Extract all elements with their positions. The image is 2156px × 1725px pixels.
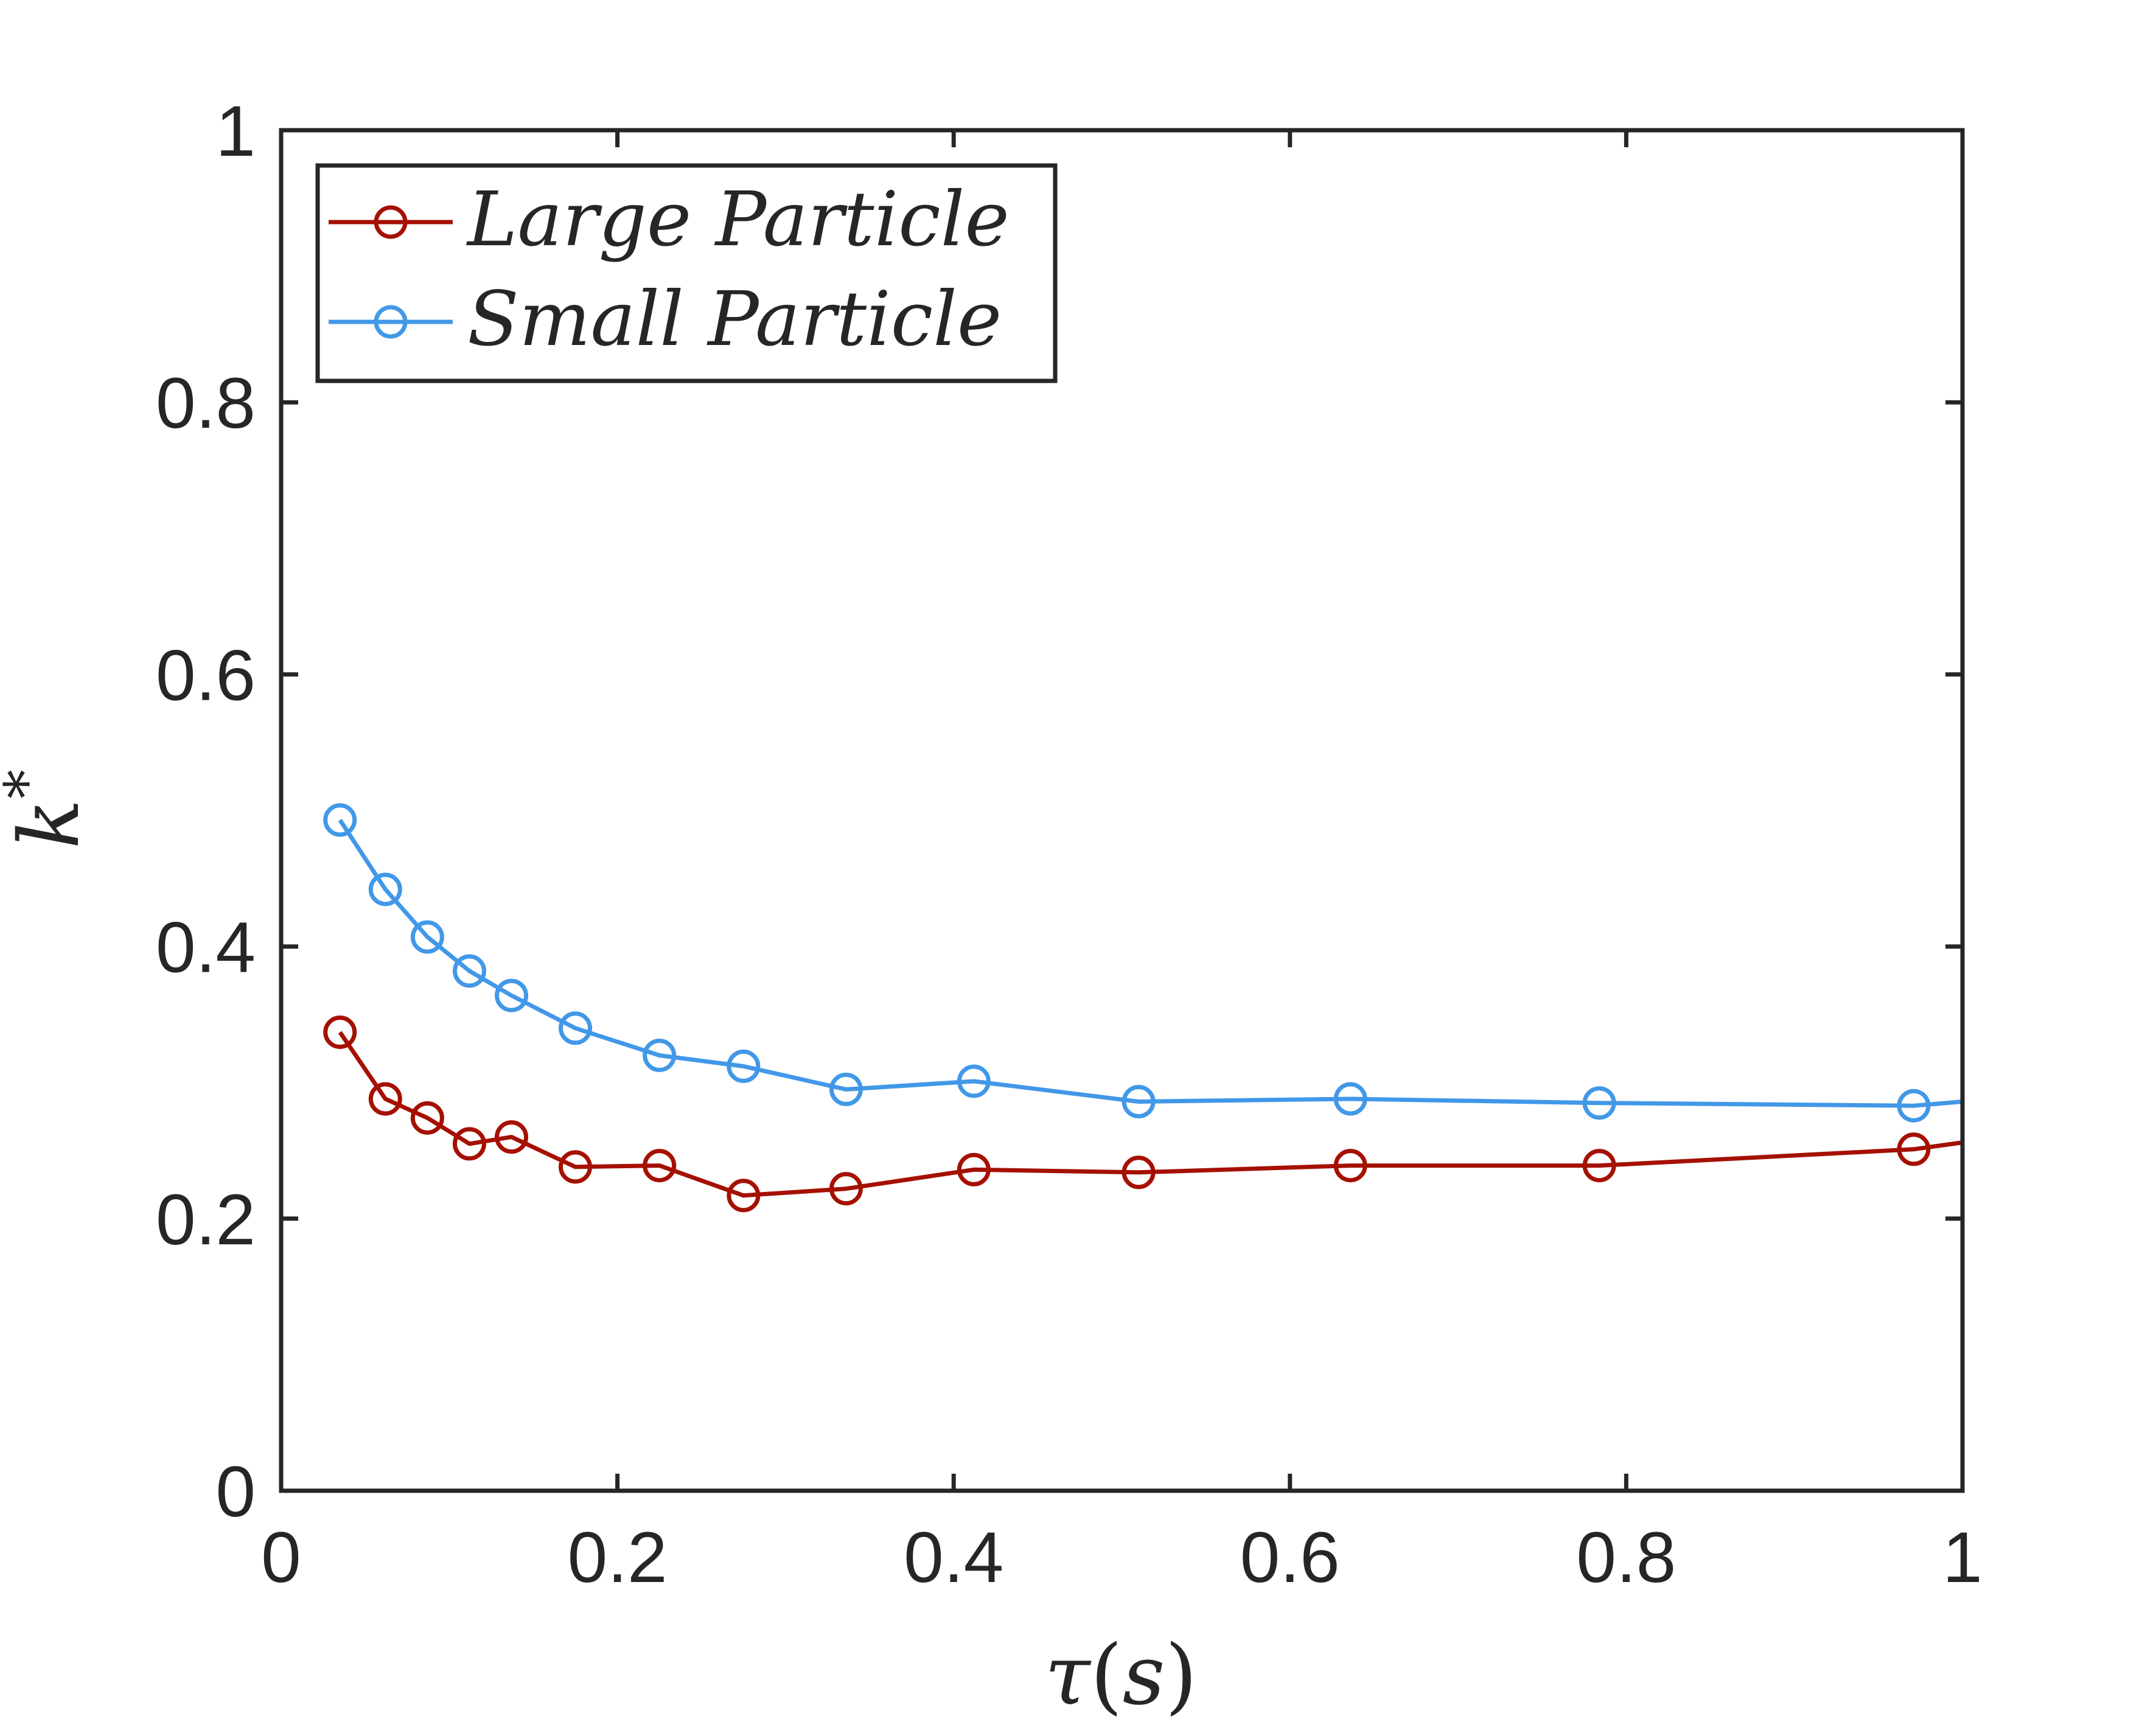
data-point-small <box>1122 1085 1156 1119</box>
data-point-large <box>1122 1155 1156 1190</box>
y-tick-label: 0.4 <box>156 908 256 988</box>
data-point-small <box>1582 1086 1616 1120</box>
data-point-large <box>323 1015 357 1049</box>
x-axis-title: τ(s) <box>1044 1628 1197 1724</box>
data-point-large <box>559 1150 593 1184</box>
data-point-small <box>452 954 486 988</box>
data-point-small <box>1897 1089 1931 1123</box>
data-point-small <box>495 978 529 1012</box>
legend-marker-large <box>374 205 408 239</box>
data-point-small <box>410 920 444 954</box>
data-point-small <box>727 1049 761 1083</box>
data-point-small <box>323 803 357 837</box>
series-layer <box>323 803 1963 1213</box>
data-point-large <box>1897 1132 1931 1166</box>
x-tick-label: 0 <box>261 1518 301 1598</box>
y-tick-labels: 0 0.2 0.4 0.6 0.8 1 <box>156 91 256 1532</box>
data-point-large <box>1582 1149 1616 1183</box>
plot-frame <box>279 128 1965 1493</box>
y-axis-title: k* <box>0 770 98 849</box>
series-large <box>323 1015 1963 1213</box>
legend: Large Particle Small Particle <box>315 163 1058 383</box>
data-point-large <box>452 1127 486 1161</box>
data-point-small <box>1333 1082 1367 1116</box>
y-tick-label: 0.2 <box>156 1180 256 1260</box>
data-point-large <box>957 1152 991 1187</box>
y-tick-label: 0.8 <box>156 363 256 444</box>
series-small <box>323 803 1963 1123</box>
x-tick-label: 0.8 <box>1576 1518 1676 1598</box>
data-point-large <box>643 1149 677 1183</box>
legend-label-large: Large Particle <box>466 176 1010 263</box>
legend-item-large: Large Particle <box>329 176 1010 263</box>
x-tick-label: 1 <box>1942 1518 1983 1598</box>
data-point-small <box>643 1038 677 1072</box>
x-tick-labels: 0 0.2 0.4 0.6 0.8 1 <box>261 1518 1983 1598</box>
y-tick-label: 1 <box>215 91 256 172</box>
legend-box <box>315 163 1058 383</box>
x-tick-label: 0.4 <box>904 1518 1003 1598</box>
series-line-small <box>338 818 1963 1108</box>
data-point-small <box>829 1072 863 1106</box>
y-tick-label: 0 <box>215 1452 256 1532</box>
data-point-large <box>1333 1149 1367 1183</box>
legend-marker-small <box>374 305 408 339</box>
data-point-small <box>559 1011 593 1045</box>
data-point-large <box>829 1172 863 1206</box>
data-point-small <box>957 1064 991 1098</box>
x-tick-label: 0.2 <box>568 1518 668 1598</box>
x-tick-label: 0.6 <box>1240 1518 1340 1598</box>
data-point-large <box>495 1120 529 1154</box>
legend-label-small: Small Particle <box>467 276 1002 363</box>
data-point-large <box>410 1101 444 1135</box>
data-point-large <box>368 1082 402 1116</box>
legend-item-small: Small Particle <box>329 276 1002 363</box>
data-point-small <box>368 873 402 907</box>
y-tick-label: 0.6 <box>156 635 256 716</box>
data-point-large <box>727 1179 761 1213</box>
